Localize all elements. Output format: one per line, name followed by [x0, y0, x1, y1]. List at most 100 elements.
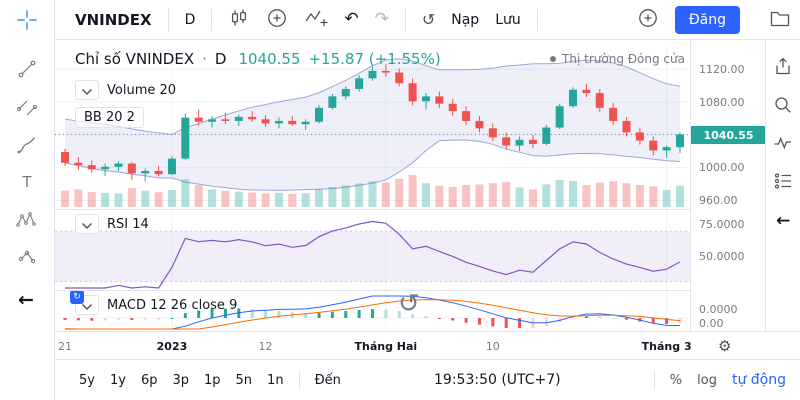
brush-icon — [16, 137, 38, 160]
share-button[interactable] — [773, 56, 793, 80]
search-button[interactable] — [773, 95, 793, 119]
rsi-axis-label: 75.0000 — [699, 218, 745, 231]
range-5y-button[interactable]: 5y — [79, 372, 95, 388]
divider — [536, 8, 538, 31]
time-axis-label: Tháng Hai — [354, 340, 418, 353]
auto-scale-button[interactable]: tự động — [731, 372, 786, 388]
crosshair-icon — [16, 10, 38, 35]
redo-button[interactable]: ↷ — [375, 11, 389, 28]
chart-header: Chỉ số VNINDEX · D 1040.55 +15.87 (+1.55… — [75, 50, 685, 68]
price-chart-canvas[interactable] — [55, 48, 690, 331]
symbol-button[interactable]: VNINDEX — [75, 10, 152, 29]
object-tree-button[interactable] — [773, 171, 793, 195]
market-status-dot-icon — [550, 56, 557, 62]
chart-interval[interactable]: D — [214, 50, 227, 68]
bb-legend-label[interactable]: BB 20 2 — [75, 107, 144, 128]
tool-trendline[interactable] — [16, 58, 38, 84]
list-icon — [773, 173, 793, 195]
folder-icon — [770, 9, 790, 31]
price-axis[interactable]: 1120.00 1080.00 1040.55 1000.00 960.00 7… — [690, 40, 766, 331]
tool-text[interactable]: T — [16, 171, 38, 197]
time-axis-labels: 21 2023 12 Tháng Hai 10 Tháng 3 — [55, 332, 692, 360]
chevron-down-icon — [81, 296, 93, 315]
right-panel-strip: ← — [765, 40, 800, 359]
time-axis-label: 21 — [58, 340, 72, 353]
nodes-icon — [16, 250, 38, 273]
loading-spinner-icon: ↺ — [398, 289, 420, 319]
rsi-legend: RSI 14 — [75, 214, 149, 234]
macd-loading-badge-icon: ↻ — [70, 290, 84, 304]
time-axis-label: 12 — [258, 340, 273, 353]
chart-title[interactable]: Chỉ số VNINDEX — [75, 50, 195, 68]
publish-button[interactable]: Đăng — [674, 5, 740, 34]
price-axis-label: 1000.00 — [699, 161, 745, 174]
volume-collapse-button[interactable] — [75, 80, 99, 100]
chevron-down-icon — [81, 215, 93, 234]
save-layout-button[interactable]: Lưu — [495, 11, 521, 28]
alerts-button[interactable] — [773, 133, 793, 157]
tool-pattern[interactable] — [16, 209, 38, 235]
range-1d-button[interactable]: 1n — [267, 372, 284, 388]
chart-type-button[interactable] — [228, 7, 250, 33]
pane-separator[interactable] — [55, 290, 765, 291]
macd-legend: ↻ MACD 12 26 close 9 — [70, 290, 238, 315]
range-1y-button[interactable]: 1y — [109, 372, 126, 388]
interval-button[interactable]: D — [184, 11, 196, 28]
price-axis-label: 1080.00 — [699, 96, 745, 109]
volume-legend: Volume 20 — [75, 80, 176, 100]
left-arrow-icon: ← — [776, 211, 791, 231]
text-tool-icon: T — [16, 173, 38, 197]
last-price-badge: 1040.55 — [691, 126, 766, 144]
tool-channel[interactable] — [16, 96, 38, 122]
indicators-button[interactable] — [304, 7, 328, 33]
channel-icon — [16, 100, 38, 122]
refresh-icon: ↺ — [421, 9, 436, 29]
range-6m-button[interactable]: 6p — [140, 372, 158, 388]
time-axis[interactable]: 21 2023 12 Tháng Hai 10 Tháng 3 ⚙ — [55, 331, 800, 359]
tool-crosshair[interactable] — [16, 9, 38, 35]
undo-button[interactable]: ↶ — [344, 11, 358, 28]
pane-separator[interactable] — [55, 209, 765, 210]
xabcd-pattern-icon — [16, 212, 38, 235]
export-icon — [773, 57, 793, 80]
price-axis-label: 960.00 — [699, 194, 738, 207]
candlestick-icon — [228, 7, 250, 33]
tool-forecast[interactable] — [16, 247, 38, 273]
volume-legend-label[interactable]: Volume 20 — [107, 82, 177, 98]
range-3m-button[interactable]: 3p — [172, 372, 189, 388]
plus-circle-icon — [266, 7, 288, 33]
rsi-legend-label[interactable]: RSI 14 — [107, 216, 149, 232]
undo-icon: ↶ — [344, 9, 359, 29]
layouts-button[interactable] — [770, 9, 790, 31]
log-scale-button[interactable]: log — [697, 372, 717, 388]
reload-button[interactable]: ↺ — [421, 9, 436, 29]
load-layout-button[interactable]: Nạp — [451, 11, 480, 28]
rsi-axis-label: 50.0000 — [699, 250, 745, 263]
chevron-down-icon — [81, 81, 93, 100]
clock-label[interactable]: 19:53:50 (UTC+7) — [434, 372, 561, 388]
macd-legend-label[interactable]: MACD 12 26 close 9 — [107, 297, 238, 313]
pulse-icon — [773, 136, 793, 157]
range-1m-button[interactable]: 1p — [204, 372, 221, 388]
divider — [653, 371, 655, 389]
divider — [211, 8, 213, 31]
goto-date-button[interactable]: Đến — [314, 372, 341, 388]
bb-legend: BB 20 2 — [75, 107, 144, 128]
add-button[interactable] — [637, 7, 659, 33]
svg-text:T: T — [21, 173, 32, 191]
macd-collapse-button[interactable]: ↻ — [70, 290, 99, 315]
last-price: 1040.55 — [238, 50, 301, 68]
axis-settings-button[interactable]: ⚙ — [718, 337, 731, 355]
price-change: +15.87 (+1.55%) — [308, 50, 441, 68]
rsi-collapse-button[interactable] — [75, 214, 99, 234]
percent-scale-button[interactable]: % — [669, 372, 683, 388]
compare-button[interactable] — [266, 7, 288, 33]
drawing-toolbar: T ← — [0, 0, 55, 400]
divider — [167, 8, 169, 31]
range-5d-button[interactable]: 5n — [235, 372, 253, 388]
tool-brush[interactable] — [16, 134, 38, 160]
sidebar-back-button[interactable]: ← — [18, 289, 34, 311]
bottom-toolbar: 5y 1y 6p 3p 1p 5n 1n Đến 19:53:50 (UTC+7… — [55, 359, 800, 400]
collapse-panel-button[interactable]: ← — [776, 211, 790, 231]
